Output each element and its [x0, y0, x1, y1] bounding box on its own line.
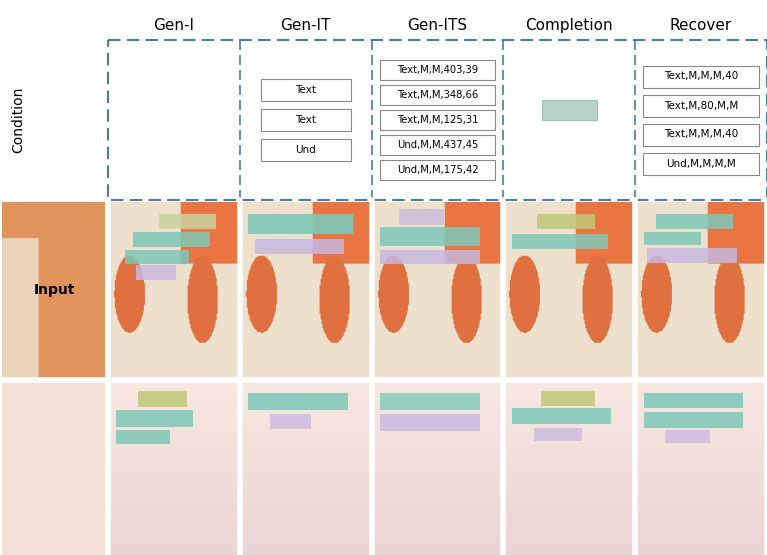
- Text: Input: Input: [33, 283, 74, 297]
- Bar: [665, 430, 710, 443]
- Bar: [117, 410, 193, 427]
- Text: Gen-IT: Gen-IT: [281, 18, 331, 33]
- Bar: [538, 214, 595, 229]
- Bar: [270, 413, 311, 428]
- Text: Und,M,M,437,45: Und,M,M,437,45: [397, 140, 478, 150]
- Text: Text,M,M,403,39: Text,M,M,403,39: [397, 65, 478, 75]
- Bar: [644, 232, 701, 245]
- Bar: [380, 250, 479, 265]
- Text: Und: Und: [295, 145, 316, 155]
- Text: Text,M,M,125,31: Text,M,M,125,31: [397, 115, 479, 125]
- Text: Text,M,M,M,40: Text,M,M,M,40: [664, 129, 738, 139]
- Text: Text,M,M,M,40: Text,M,M,M,40: [664, 72, 738, 82]
- Bar: [261, 139, 351, 161]
- Bar: [249, 214, 353, 234]
- Text: Condition: Condition: [11, 87, 25, 153]
- Bar: [261, 79, 351, 101]
- Text: Gen-ITS: Gen-ITS: [407, 18, 468, 33]
- Bar: [380, 85, 495, 105]
- Text: Text: Text: [295, 85, 316, 95]
- Text: Und,M,M,M,M: Und,M,M,M,M: [667, 159, 736, 169]
- Bar: [643, 94, 759, 117]
- Bar: [380, 226, 479, 246]
- Bar: [512, 234, 607, 249]
- Text: Und,M,M,175,42: Und,M,M,175,42: [397, 165, 479, 175]
- Bar: [255, 239, 344, 254]
- Bar: [399, 209, 444, 225]
- Bar: [534, 428, 582, 441]
- Bar: [380, 60, 495, 80]
- Bar: [249, 392, 348, 410]
- Bar: [380, 392, 479, 410]
- Bar: [380, 110, 495, 130]
- Bar: [125, 250, 189, 265]
- Bar: [380, 135, 495, 155]
- Text: Text,M,80,M,M: Text,M,80,M,M: [664, 100, 738, 110]
- Bar: [644, 412, 743, 428]
- Text: Recover: Recover: [670, 18, 732, 33]
- Bar: [138, 391, 186, 407]
- Bar: [542, 391, 595, 406]
- Bar: [380, 160, 495, 180]
- Bar: [261, 109, 351, 131]
- Bar: [643, 153, 759, 174]
- Text: Gen-I: Gen-I: [153, 18, 194, 33]
- Bar: [133, 232, 209, 247]
- Bar: [647, 248, 737, 263]
- Bar: [108, 40, 767, 200]
- Bar: [512, 408, 611, 424]
- Bar: [542, 100, 597, 120]
- Bar: [643, 65, 759, 88]
- Bar: [643, 124, 759, 145]
- Bar: [159, 214, 216, 229]
- Bar: [117, 430, 170, 445]
- Bar: [644, 392, 743, 408]
- Bar: [380, 413, 479, 431]
- Text: Completion: Completion: [525, 18, 613, 33]
- Text: Text: Text: [295, 115, 316, 125]
- Bar: [657, 214, 733, 229]
- Text: Text,M,M,348,66: Text,M,M,348,66: [397, 90, 478, 100]
- Bar: [136, 265, 176, 280]
